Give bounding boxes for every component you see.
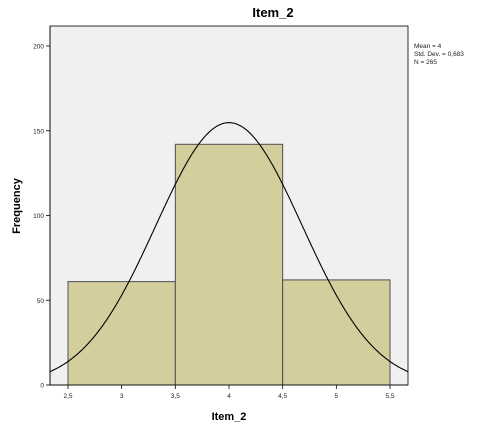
bars-group: [67, 143, 391, 386]
x-tick-label: 5: [335, 393, 339, 400]
histogram-bar-1: [67, 281, 176, 386]
axes-group: 2,5 3 3,5 4 4,5 5 5,5 0 50 100 150 200: [33, 26, 408, 400]
x-tick-label: 3,5: [171, 393, 180, 400]
y-tick-label: 0: [40, 383, 44, 390]
y-tick-label: 200: [33, 44, 44, 51]
x-tick-label: 4: [227, 393, 231, 400]
x-tick-label: 3: [120, 393, 124, 400]
stats-mean: Mean = 4: [414, 43, 442, 50]
x-tick-label: 5,5: [385, 393, 394, 400]
x-axis-label: Item_2: [212, 411, 247, 423]
histogram-bar-3: [282, 279, 391, 386]
histogram-bar-2: [174, 143, 284, 386]
stats-n: N = 265: [414, 59, 437, 66]
chart-title: Item_2: [252, 5, 293, 20]
x-tick-label: 4,5: [278, 393, 287, 400]
y-tick-label: 50: [37, 298, 45, 305]
x-tick-label: 2,5: [63, 393, 72, 400]
normal-curve-line: [49, 122, 409, 373]
normal-curve-group: [49, 122, 409, 373]
stats-std-dev: Std. Dev. = 0,683: [414, 51, 464, 58]
y-axis-label: Frequency: [11, 177, 23, 234]
y-tick-label: 150: [33, 128, 44, 135]
y-tick-label: 100: [33, 213, 44, 220]
stats-box: Mean = 4 Std. Dev. = 0,683 N = 265: [414, 43, 464, 66]
